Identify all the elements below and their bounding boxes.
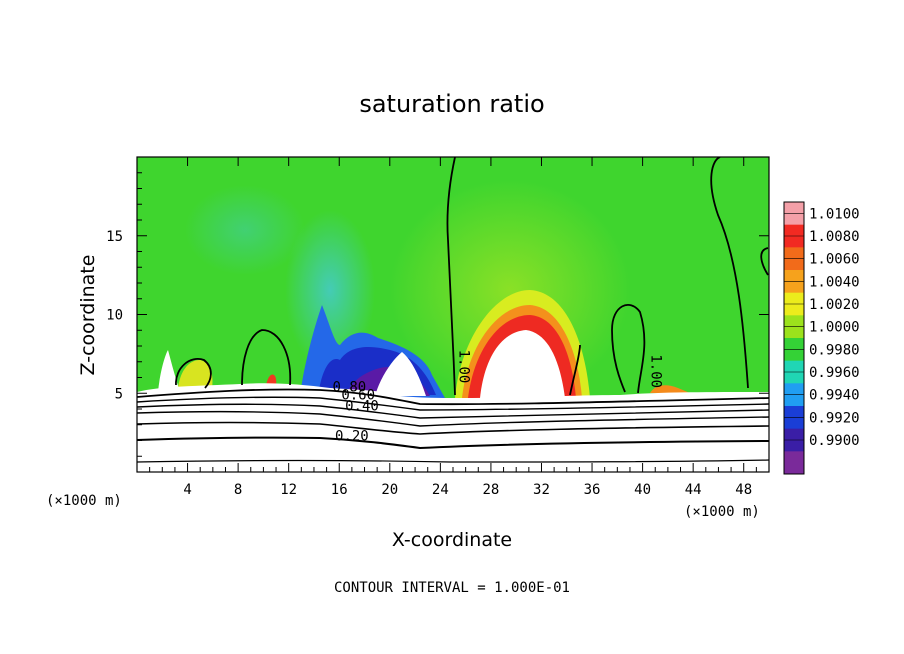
y-tick-label: 5 xyxy=(115,386,123,402)
contour-line xyxy=(137,421,769,435)
colorbar-label: 1.0020 xyxy=(809,297,860,313)
contour-label: 0.20 xyxy=(335,429,369,445)
field-cyan-region xyxy=(285,210,375,370)
contour-line xyxy=(137,396,769,411)
x-tick-label: 28 xyxy=(482,482,499,498)
colorbar-label: 1.0060 xyxy=(809,252,860,268)
contour-line xyxy=(241,329,292,386)
colorbar-label: 1.0080 xyxy=(809,229,860,245)
field-cyan-glow xyxy=(185,185,305,275)
colorbar-label: 1.0100 xyxy=(809,206,860,222)
field-white-core-left xyxy=(375,352,426,396)
contour-line xyxy=(446,157,456,396)
x-tick-label: 48 xyxy=(735,482,752,498)
x-tick-label: 12 xyxy=(280,482,297,498)
colorbar-label: 0.9940 xyxy=(809,388,860,404)
x-tick-label: 16 xyxy=(331,482,348,498)
contour-line xyxy=(175,358,212,389)
x-tick-label: 32 xyxy=(533,482,550,498)
contour-line xyxy=(569,344,581,396)
contour-line xyxy=(611,304,646,394)
y-tick-label: 10 xyxy=(106,308,123,324)
y-tick-label: 15 xyxy=(106,229,123,245)
x-tick-label: 40 xyxy=(634,482,651,498)
plot-field xyxy=(137,157,769,472)
x-unit-label-left: (×1000 m) xyxy=(46,493,122,509)
contour-line xyxy=(137,388,769,406)
contour-line xyxy=(760,247,769,276)
contour-lines xyxy=(137,157,769,463)
colorbar-label: 1.0040 xyxy=(809,274,860,290)
contour-label: 0.60 xyxy=(341,388,375,404)
colorbar-label: 0.9900 xyxy=(809,433,860,449)
contour-line xyxy=(137,410,769,427)
contour-line xyxy=(137,436,769,450)
contour-label: 1.00 xyxy=(455,350,471,384)
colorbar: 1.0100 1.0080 1.0060 1.0040 1.0020 1.0000 0.99… xyxy=(783,201,860,475)
contour-label: 0.40 xyxy=(345,399,379,415)
colorbar-label: 0.9960 xyxy=(809,365,860,381)
y-axis-label: Z-coordinate xyxy=(77,255,99,376)
contour-interval-note: CONTOUR INTERVAL = 1.000E-01 xyxy=(334,580,570,596)
x-axis-ticks: 4 8 12 16 20 24 28 32 36 40 44 48 xyxy=(149,157,757,498)
field-small-yellow-left xyxy=(178,360,213,388)
x-tick-label: 24 xyxy=(432,482,449,498)
x-tick-label: 8 xyxy=(234,482,242,498)
colorbar-label: 0.9920 xyxy=(809,410,860,426)
colorbar-label: 0.9980 xyxy=(809,342,860,358)
x-axis-label: X-coordinate xyxy=(392,529,512,551)
contour-labels: 1.00 1.00 0.800.600.40 0.20 xyxy=(332,350,663,445)
chart-title: saturation ratio xyxy=(359,90,544,118)
x-tick-label: 4 xyxy=(183,482,191,498)
contour-line xyxy=(137,459,769,463)
contour-line xyxy=(137,403,769,419)
field-orange-right xyxy=(650,385,690,393)
field-red-spot xyxy=(266,374,277,386)
contour-label: 1.00 xyxy=(647,354,663,388)
x-tick-label: 36 xyxy=(584,482,601,498)
colorbar-label: 1.0000 xyxy=(809,320,860,336)
x-tick-label: 44 xyxy=(685,482,702,498)
contour-label: 0.80 xyxy=(332,380,366,396)
field-small-white-left xyxy=(158,350,180,392)
x-unit-label-right: (×1000 m) xyxy=(684,504,760,520)
x-tick-label: 20 xyxy=(381,482,398,498)
contour-line xyxy=(710,157,749,389)
colorbar-frame xyxy=(783,201,805,475)
field-plume-core xyxy=(480,330,565,398)
y-axis-ticks: 5 10 15 xyxy=(106,172,769,457)
colorbar-swatch xyxy=(784,451,804,475)
